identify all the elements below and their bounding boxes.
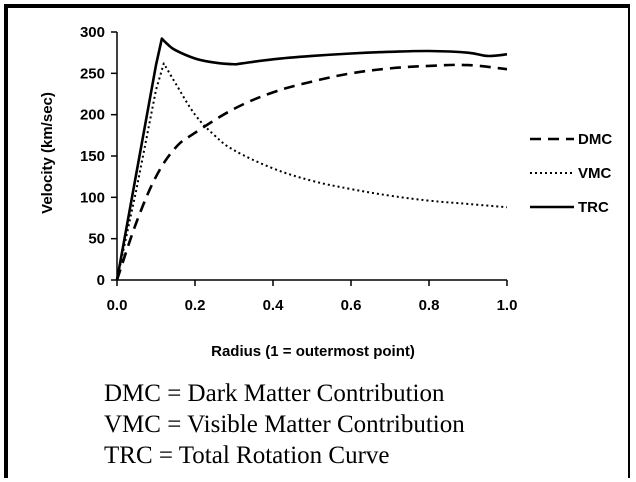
legend-label-trc: TRC	[578, 199, 609, 216]
y-tick-label: 50	[88, 231, 105, 248]
note-vmc: VMC = Visible Matter Contribution	[104, 411, 465, 438]
x-tick-label: 0.6	[341, 297, 362, 314]
rotation-curve-chart: 0 50 100 150 200 250 300 0.0 0.2 0.4 0.6 0.8 1.0 Ve…	[39, 24, 612, 360]
axes	[116, 32, 507, 281]
y-tick-label: 100	[80, 189, 105, 206]
series-layer	[115, 37, 508, 281]
x-tick-label: 0.0	[107, 297, 128, 314]
figure-frame	[4, 4, 630, 478]
abbreviation-notes: DMC = Dark Matter Contribution VMC = Vis…	[104, 378, 465, 471]
x-tick-label: 0.8	[419, 297, 440, 314]
y-tick-label: 150	[80, 148, 105, 165]
y-tick-label: 300	[80, 24, 105, 41]
x-tick-label: 0.4	[263, 297, 285, 314]
x-tick-label: 0.2	[185, 297, 206, 314]
y-tick-label: 0	[97, 272, 105, 289]
y-tick-label: 250	[80, 65, 105, 82]
x-tick-label: 1.0	[497, 297, 518, 314]
y-ticks: 0 50 100 150 200 250 300	[80, 24, 117, 289]
y-tick-label: 200	[80, 107, 105, 124]
x-axis-title: Radius (1 = outermost point)	[211, 343, 415, 360]
note-dmc: DMC = Dark Matter Contribution	[104, 380, 445, 407]
y-axis-title: Velocity (km/sec)	[39, 92, 56, 214]
legend-label-dmc: DMC	[578, 131, 612, 148]
legend-label-vmc: VMC	[578, 165, 612, 182]
x-ticks: 0.0 0.2 0.4 0.6 0.8 1.0	[107, 280, 518, 314]
note-trc: TRC = Total Rotation Curve	[104, 442, 390, 469]
series-vmc-line	[116, 62, 508, 281]
legend: DMC VMC TRC	[530, 131, 612, 216]
series-trc-line	[115, 37, 508, 281]
series-dmc-line	[115, 63, 508, 281]
